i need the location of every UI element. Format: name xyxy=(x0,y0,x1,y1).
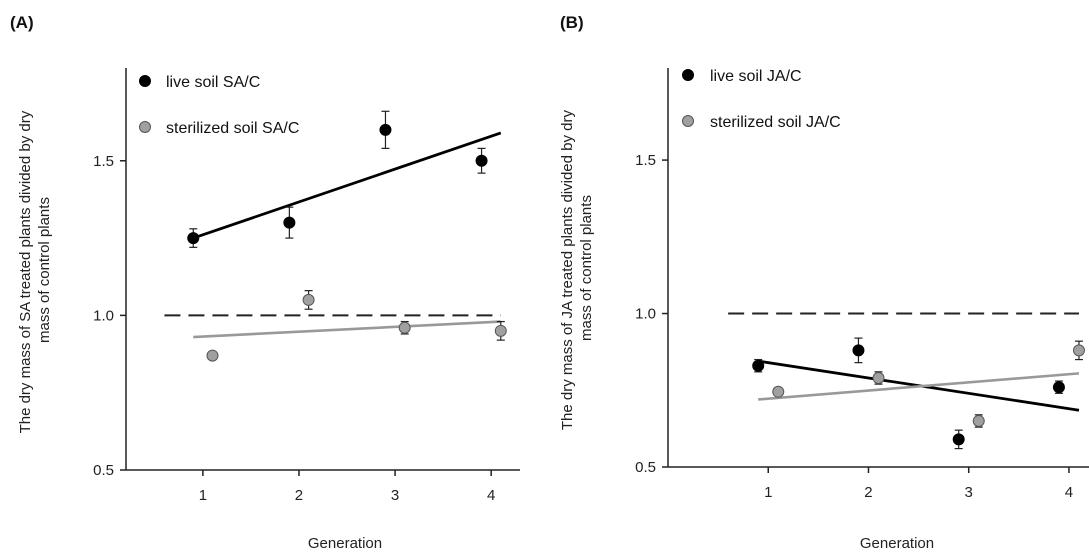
panel-b-label: (B) xyxy=(560,13,584,32)
legend-label-live-soil-sa: live soil SA/C xyxy=(166,74,260,91)
panel-a-x-tick-label: 3 xyxy=(391,487,399,504)
panel-a-y-tick-label: 1.0 xyxy=(93,307,114,324)
panel-b-x-tick-label: 4 xyxy=(1065,484,1073,501)
panel-a-sterilized-soil-point xyxy=(399,322,410,333)
panel-a-sterilized-soil-point xyxy=(495,325,506,336)
panel-a-live-soil-trend-line xyxy=(193,133,501,238)
panel-a-live-soil-point xyxy=(380,124,391,135)
panel-b-sterilized-soil-point xyxy=(1073,345,1084,356)
legend-marker-live-soil-sa xyxy=(140,76,151,87)
panel-b-legend: live soil JA/C sterilized soil JA/C xyxy=(683,68,841,131)
panel-b-x-tick-label: 1 xyxy=(764,484,772,501)
legend-marker-sterilized-soil-sa xyxy=(140,122,151,133)
legend-label-live-soil-ja: live soil JA/C xyxy=(710,68,802,85)
panel-b-y-tick-label: 1.5 xyxy=(635,152,656,169)
panel-a: (A) Generation The dry mass of SA treate… xyxy=(10,13,520,552)
panel-b-x-axis-title: Generation xyxy=(860,535,934,552)
panel-b-x-ticks: 1 2 3 4 xyxy=(764,467,1073,501)
panel-a-x-tick-label: 4 xyxy=(487,487,495,504)
panel-a-sterilized-soil-point xyxy=(207,350,218,361)
panel-a-sterilized-soil-point xyxy=(303,294,314,305)
panel-a-label: (A) xyxy=(10,13,34,32)
legend-marker-live-soil-ja xyxy=(683,70,694,81)
panel-a-legend: live soil SA/C sterilized soil SA/C xyxy=(140,74,300,137)
panel-b-marks xyxy=(753,338,1085,448)
legend-label-sterilized-soil-sa: sterilized soil SA/C xyxy=(166,120,299,137)
panel-a-x-ticks: 1 2 3 4 xyxy=(199,470,496,504)
legend-label-sterilized-soil-ja: sterilized soil JA/C xyxy=(710,114,841,131)
panel-b-x-tick-label: 2 xyxy=(864,484,872,501)
panel-a-x-tick-label: 1 xyxy=(199,487,207,504)
panel-b-live-soil-point xyxy=(853,345,864,356)
panel-b-live-soil-point xyxy=(953,434,964,445)
panel-b-y-tick-label: 1.0 xyxy=(635,306,656,323)
panel-b-sterilized-soil-point xyxy=(773,386,784,397)
panel-a-sterilized-soil-trend-line xyxy=(193,322,501,337)
panel-b-y-tick-label: 0.5 xyxy=(635,459,656,476)
panel-b-sterilized-soil-point xyxy=(973,415,984,426)
panel-b-x-tick-label: 3 xyxy=(965,484,973,501)
panel-a-y-tick-label: 1.5 xyxy=(93,153,114,170)
panel-a-live-soil-point xyxy=(284,217,295,228)
panel-a-y-ticks: 0.5 1.0 1.5 xyxy=(93,153,126,479)
panel-a-live-soil-point xyxy=(188,233,199,244)
panel-b-live-soil-point xyxy=(753,360,764,371)
panel-b-live-soil-point xyxy=(1053,382,1064,393)
panel-b-sterilized-soil-trend-line xyxy=(758,373,1079,399)
panel-b: (B) Generation The dry mass of JA treate… xyxy=(559,13,1089,552)
panel-a-x-tick-label: 2 xyxy=(295,487,303,504)
panel-a-y-axis-title: The dry mass of SA treated plants divide… xyxy=(17,107,53,434)
panel-b-y-ticks: 0.5 1.0 1.5 xyxy=(635,152,668,476)
panel-a-x-axis-title: Generation xyxy=(308,535,382,552)
panel-a-y-tick-label: 0.5 xyxy=(93,462,114,479)
panel-b-y-axis-title: The dry mass of JA treated plants divide… xyxy=(559,106,595,430)
panel-a-live-soil-point xyxy=(476,155,487,166)
panel-b-sterilized-soil-point xyxy=(873,372,884,383)
panel-a-marks xyxy=(188,111,507,361)
legend-marker-sterilized-soil-ja xyxy=(683,116,694,127)
